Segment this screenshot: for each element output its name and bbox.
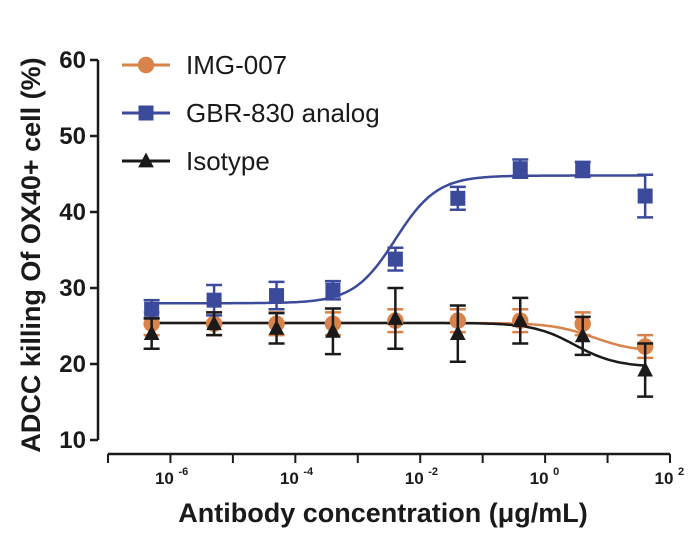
data-point-isotype — [637, 342, 654, 398]
data-point-gbr-830-analog — [574, 160, 591, 179]
marker — [575, 161, 591, 177]
y-tick-label: 30 — [59, 275, 86, 302]
y-tick-label: 10 — [59, 427, 86, 454]
x-tick-label-base: 10 — [655, 469, 674, 488]
data-point-isotype — [268, 311, 285, 345]
marker — [574, 327, 591, 343]
x-tick-label-base: 10 — [530, 469, 549, 488]
x-tick-label-base: 10 — [280, 469, 299, 488]
data-point-gbr-830-analog — [512, 158, 529, 180]
marker — [269, 288, 285, 304]
y-tick-label: 50 — [59, 123, 86, 150]
data-point-isotype — [324, 307, 341, 356]
data-point-isotype — [143, 317, 160, 351]
x-tick-label-base: 10 — [405, 469, 424, 488]
y-axis-title: ADCC killing Of OX40+ cell (%) — [16, 57, 46, 452]
data-point-gbr-830-analog — [143, 298, 160, 320]
marker — [450, 190, 466, 206]
data-point-gbr-830-analog — [324, 279, 341, 301]
marker — [387, 309, 404, 325]
legend-item-img-007: IMG-007 — [122, 50, 287, 80]
data-point-isotype — [449, 304, 466, 363]
legend-item-isotype: Isotype — [122, 146, 270, 176]
x-axis-title: Antibody concentration (μg/mL) — [178, 498, 588, 528]
legend-marker — [137, 56, 155, 74]
legend-item-gbr-830-analog: GBR-830 analog — [122, 98, 380, 128]
data-point-gbr-830-analog — [387, 246, 404, 272]
marker — [268, 319, 285, 335]
legend-marker — [138, 105, 154, 121]
marker — [512, 161, 528, 177]
x-tick-label-exponent: -2 — [428, 466, 438, 478]
data-point-gbr-830-analog — [449, 185, 466, 211]
marker — [387, 251, 403, 267]
x-tick-label-base: 10 — [155, 469, 174, 488]
legend-marker — [138, 152, 154, 168]
data-point-isotype — [574, 315, 591, 357]
marker — [206, 315, 222, 331]
data-point-gbr-830-analog — [206, 283, 223, 317]
legend-label: Isotype — [186, 146, 270, 176]
data-point-isotype — [387, 286, 404, 351]
marker — [449, 325, 466, 341]
marker — [144, 301, 160, 317]
marker — [206, 292, 222, 308]
marker — [637, 188, 653, 204]
data-point-isotype — [512, 296, 529, 345]
fit-curve-gbr-830-analog — [151, 174, 646, 305]
marker — [512, 312, 529, 328]
data-point-gbr-830-analog — [637, 173, 654, 219]
x-tick-label-exponent: -6 — [178, 466, 188, 478]
legend: IMG-007 GBR-830 analog Isotype — [122, 50, 380, 176]
plot-area: 10 20 30 40 50 60 10 -6 10 -4 10 -2 10 0 10 2 IMG-007 GBR… — [59, 47, 684, 488]
data-point-gbr-830-analog — [268, 280, 285, 311]
marker — [325, 322, 341, 338]
marker — [143, 325, 160, 341]
y-tick-label: 60 — [59, 47, 86, 74]
y-tick-label: 40 — [59, 199, 86, 226]
x-tick-label-exponent: 2 — [678, 466, 684, 478]
legend-label: GBR-830 analog — [186, 98, 380, 128]
y-tick-label: 20 — [59, 351, 86, 378]
legend-label: IMG-007 — [186, 50, 287, 80]
x-tick-label-exponent: -4 — [303, 466, 314, 478]
x-tick-label-exponent: 0 — [553, 466, 559, 478]
marker — [325, 282, 341, 298]
marker — [637, 361, 653, 377]
data-point-isotype — [206, 311, 223, 337]
